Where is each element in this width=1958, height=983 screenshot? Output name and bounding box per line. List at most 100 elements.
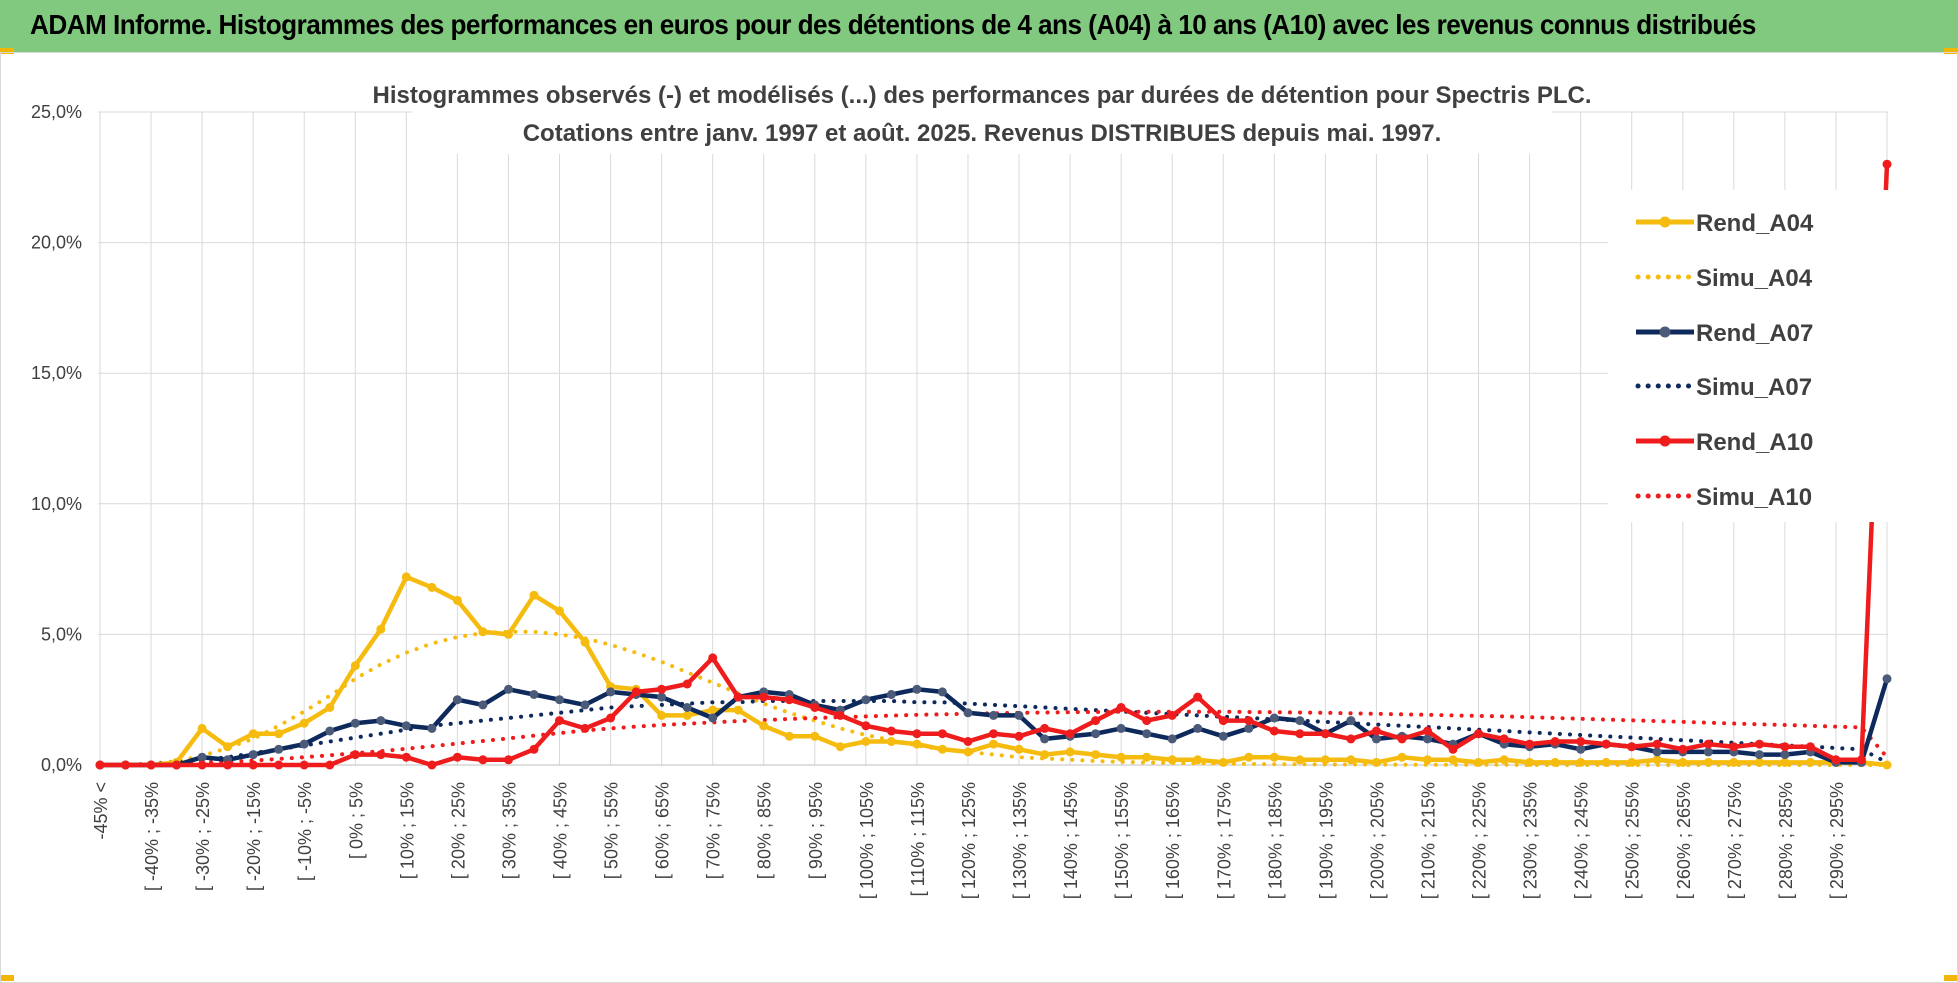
x-tick-label: [ -40% ; -35% bbox=[142, 782, 162, 891]
data-point bbox=[223, 742, 233, 752]
data-point bbox=[835, 710, 845, 720]
data-point bbox=[248, 729, 258, 739]
data-point bbox=[1652, 755, 1662, 765]
data-point bbox=[197, 723, 207, 733]
legend-label: Simu_A04 bbox=[1696, 265, 1813, 292]
data-point bbox=[1448, 744, 1458, 754]
data-point bbox=[861, 695, 871, 705]
data-point bbox=[529, 744, 539, 754]
legend-item-rend-a04: Rend_A04 bbox=[1636, 210, 1814, 237]
data-point bbox=[1882, 674, 1892, 684]
data-point bbox=[886, 690, 896, 699]
x-tick-label: [ 230% ; 235% bbox=[1521, 782, 1541, 899]
data-point bbox=[963, 737, 973, 746]
data-point bbox=[912, 739, 922, 749]
data-point bbox=[1065, 747, 1075, 757]
data-point bbox=[1244, 716, 1254, 726]
x-tick-label: [ 270% ; 275% bbox=[1725, 782, 1745, 899]
data-point bbox=[1703, 739, 1713, 749]
data-point bbox=[1729, 757, 1739, 767]
data-point bbox=[274, 760, 284, 770]
data-point bbox=[1882, 159, 1892, 169]
data-point bbox=[1525, 739, 1535, 749]
legend-item-rend-a07: Rend_A07 bbox=[1636, 320, 1813, 347]
series-rend-a04 bbox=[95, 572, 1892, 770]
data-point bbox=[1780, 742, 1790, 752]
data-point bbox=[1193, 755, 1203, 765]
x-tick-label: [ 120% ; 125% bbox=[959, 782, 979, 899]
data-point bbox=[1346, 734, 1356, 744]
data-point bbox=[963, 708, 973, 718]
data-point bbox=[1295, 716, 1305, 726]
corner-marker-bottom-right bbox=[1944, 975, 1958, 981]
data-point bbox=[529, 590, 539, 600]
x-tick-label: [ 250% ; 255% bbox=[1623, 782, 1643, 899]
legend-marker bbox=[1659, 216, 1671, 228]
data-point bbox=[427, 582, 437, 592]
data-point bbox=[1678, 757, 1688, 767]
y-axis: 0,0% 5,0% 10,0% 15,0% 20,0% 25,0% bbox=[31, 102, 82, 775]
data-point bbox=[1652, 747, 1662, 757]
data-point bbox=[529, 690, 539, 699]
data-point bbox=[1167, 734, 1177, 744]
data-point bbox=[1116, 703, 1126, 712]
data-point bbox=[504, 684, 513, 694]
x-tick-label: [ 260% ; 265% bbox=[1674, 782, 1694, 899]
y-tick-label: 10,0% bbox=[31, 494, 82, 514]
data-point bbox=[1040, 750, 1050, 760]
data-point bbox=[146, 760, 156, 770]
data-point bbox=[1780, 757, 1790, 767]
legend-marker bbox=[1659, 326, 1671, 338]
data-point bbox=[299, 718, 309, 728]
data-point bbox=[555, 695, 564, 705]
data-point bbox=[963, 747, 973, 757]
data-point bbox=[376, 716, 386, 726]
y-tick-label: 20,0% bbox=[31, 233, 82, 253]
x-tick-label: [ -20% ; -15% bbox=[244, 782, 264, 891]
y-tick-label: 15,0% bbox=[31, 363, 82, 383]
data-point bbox=[1627, 742, 1637, 752]
data-point bbox=[452, 695, 462, 705]
legend-background bbox=[1608, 190, 1908, 522]
x-tick-label: [ 50% ; 55% bbox=[602, 782, 622, 879]
data-point bbox=[274, 744, 284, 754]
data-point bbox=[1423, 734, 1432, 744]
legend-label: Rend_A04 bbox=[1696, 210, 1814, 237]
data-point bbox=[376, 750, 386, 760]
x-tick-label: [ 280% ; 285% bbox=[1776, 782, 1796, 899]
data-point bbox=[631, 687, 641, 697]
report-title: ADAM Informe. Histogrammes des performan… bbox=[30, 9, 1756, 40]
data-point bbox=[555, 716, 564, 726]
data-point bbox=[1805, 757, 1815, 767]
data-point bbox=[401, 572, 411, 582]
data-point bbox=[606, 687, 616, 697]
data-point bbox=[274, 729, 284, 739]
data-point bbox=[299, 739, 309, 749]
data-point bbox=[733, 692, 743, 702]
data-point bbox=[350, 750, 360, 760]
data-point bbox=[1142, 716, 1152, 726]
data-point bbox=[861, 721, 871, 731]
report-banner: ADAM Informe. Histogrammes des performan… bbox=[0, 0, 1958, 53]
data-point bbox=[1474, 729, 1483, 739]
data-point bbox=[1703, 747, 1713, 757]
y-tick-label: 25,0% bbox=[31, 102, 82, 122]
data-point bbox=[1754, 739, 1764, 749]
data-point bbox=[606, 713, 616, 723]
data-point bbox=[835, 742, 845, 752]
x-tick-label: [ -10% ; -5% bbox=[295, 782, 315, 881]
data-point bbox=[1652, 739, 1662, 749]
data-point bbox=[325, 703, 335, 712]
data-point bbox=[580, 700, 590, 710]
data-point bbox=[1423, 755, 1432, 765]
data-point bbox=[1346, 716, 1356, 726]
data-point bbox=[937, 687, 947, 697]
data-point bbox=[223, 760, 233, 770]
data-point bbox=[1040, 734, 1050, 744]
data-point bbox=[1269, 726, 1279, 736]
data-point bbox=[657, 684, 667, 694]
data-point bbox=[1244, 752, 1254, 762]
x-tick-label: [ 20% ; 25% bbox=[448, 782, 468, 879]
data-point bbox=[401, 721, 411, 731]
data-point bbox=[1371, 734, 1381, 744]
